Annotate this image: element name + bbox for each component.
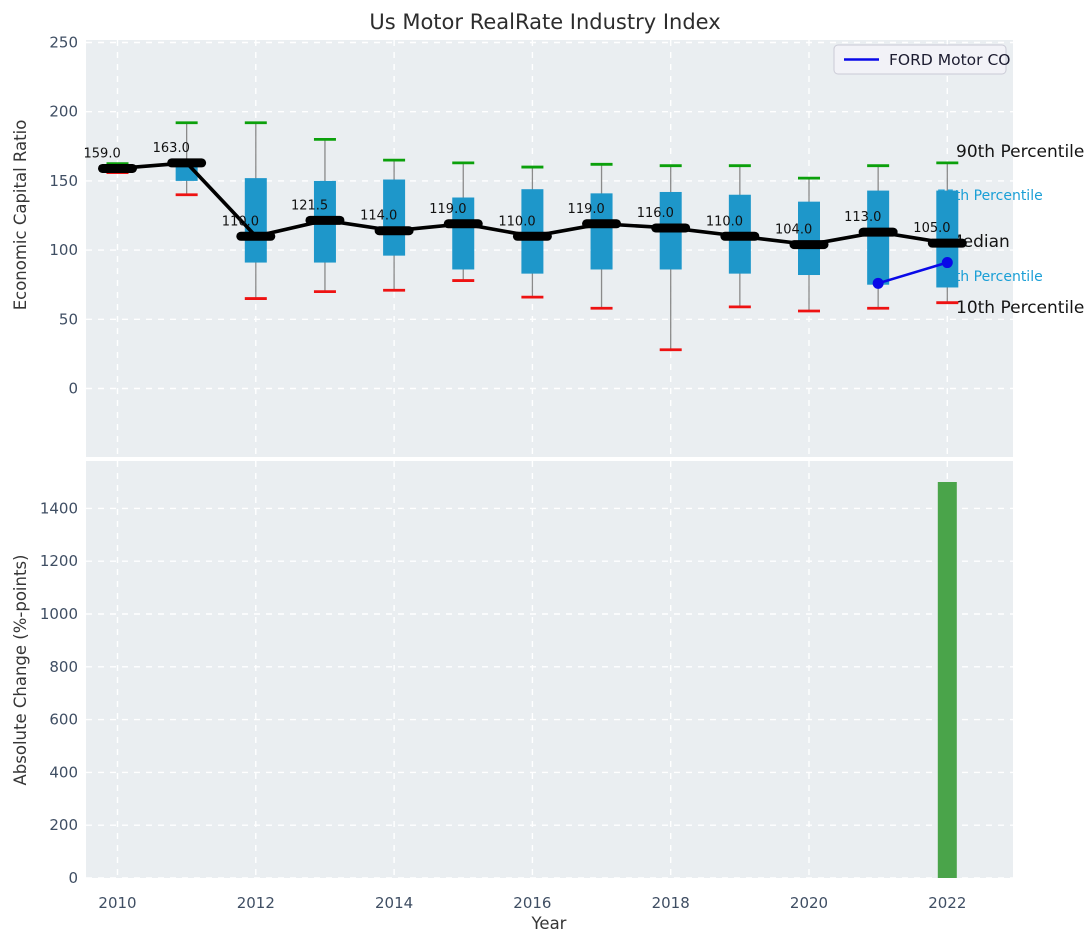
- bottom-y-tick-label: 200: [49, 816, 78, 834]
- x-tick-label: 2010: [98, 894, 136, 912]
- box-2016: [521, 189, 543, 273]
- top-y-axis-label: Economic Capital Ratio: [11, 120, 30, 311]
- chart-title: Us Motor RealRate Industry Index: [369, 10, 720, 34]
- median-value-label-2019: 110.0: [706, 214, 743, 229]
- median-value-label-2014: 114.0: [360, 209, 397, 224]
- ford-point-2021: [873, 278, 884, 289]
- figure: 90th Percentile75th PercentileMedian25th…: [0, 0, 1090, 942]
- x-tick-label: 2014: [375, 894, 413, 912]
- bottom-y-tick-label: 1200: [40, 552, 78, 570]
- x-tick-label: 2016: [513, 894, 551, 912]
- median-value-label-2010: 159.0: [84, 146, 121, 161]
- legend-label: FORD Motor CO: [889, 51, 1011, 69]
- median-value-label-2016: 110.0: [498, 214, 535, 229]
- annotation-90th-percentile: 90th Percentile: [956, 142, 1084, 162]
- median-value-label-2017: 119.0: [568, 202, 605, 217]
- median-value-label-2015: 119.0: [429, 202, 466, 217]
- bottom-plot-background: [86, 461, 1013, 878]
- median-value-label-2018: 116.0: [637, 206, 674, 221]
- bottom-y-tick-label: 400: [49, 763, 78, 781]
- top-y-tick-label: 250: [49, 34, 78, 52]
- x-tick-label: 2022: [928, 894, 966, 912]
- median-value-label-2011: 163.0: [153, 141, 190, 156]
- figure-canvas: 90th Percentile75th PercentileMedian25th…: [0, 0, 1090, 942]
- bottom-y-tick-label: 800: [49, 658, 78, 676]
- box-2021: [867, 191, 889, 285]
- bottom-y-axis-label: Absolute Change (%-points): [11, 555, 30, 786]
- median-value-label-2012: 110.0: [222, 214, 259, 229]
- x-tick-label: 2020: [790, 894, 828, 912]
- median-value-label-2020: 104.0: [775, 223, 812, 238]
- median-value-label-2021: 113.0: [844, 210, 881, 225]
- top-y-tick-label: 200: [49, 103, 78, 121]
- x-tick-label: 2018: [652, 894, 690, 912]
- x-tick-label: 2012: [237, 894, 275, 912]
- bar-2022: [938, 482, 957, 878]
- bottom-y-tick-label: 1400: [40, 499, 78, 517]
- median-value-label-2013: 121.5: [291, 198, 328, 213]
- bottom-y-tick-label: 600: [49, 711, 78, 729]
- bottom-y-tick-label: 1000: [40, 605, 78, 623]
- box-2020: [798, 202, 820, 275]
- top-y-tick-label: 0: [68, 380, 78, 398]
- annotation-10th-percentile: 10th Percentile: [956, 298, 1084, 318]
- median-value-label-2022: 105.0: [913, 221, 950, 236]
- legend: FORD Motor CO: [834, 45, 1011, 74]
- top-y-tick-label: 150: [49, 172, 78, 190]
- x-axis-label: Year: [531, 914, 567, 933]
- top-y-tick-label: 50: [59, 310, 78, 328]
- bottom-y-tick-label: 0: [68, 869, 78, 887]
- ford-point-2022: [942, 257, 953, 268]
- top-y-tick-label: 100: [49, 241, 78, 259]
